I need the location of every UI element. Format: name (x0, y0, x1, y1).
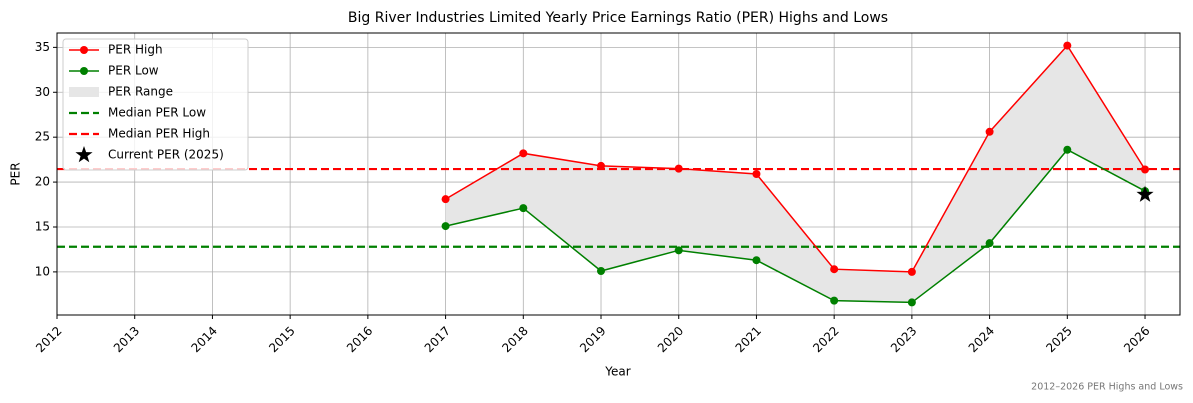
legend-label: Median PER Low (108, 106, 206, 120)
y-tick-label: 15 (35, 219, 50, 233)
point (674, 246, 683, 255)
x-axis-label: Year (604, 365, 630, 379)
point (597, 161, 606, 170)
point (830, 265, 839, 274)
point (674, 164, 683, 173)
y-tick-label: 10 (35, 264, 50, 278)
chart-title: Big River Industries Limited Yearly Pric… (348, 10, 888, 26)
x-tick-label: 2020 (655, 324, 686, 355)
x-tick-label: 2015 (266, 324, 297, 355)
series-line (445, 44, 1146, 273)
y-axis-label: PER (9, 162, 23, 185)
range-area (445, 45, 1146, 303)
point (441, 222, 450, 231)
footnote: 2012–2026 PER Highs and Lows (1031, 382, 1183, 393)
x-tick-label: 2026 (1121, 324, 1152, 355)
x-tick-label: 2013 (111, 324, 142, 355)
legend-patch (69, 87, 99, 97)
legend-box (62, 38, 249, 171)
legend-label: PER Low (108, 64, 159, 78)
legend-label: PER Range (108, 85, 173, 99)
point (907, 298, 916, 307)
x-tick-label: 2024 (966, 324, 997, 355)
legend-label: Median PER High (108, 127, 210, 141)
legend-marker (75, 146, 93, 163)
x-tick-label: 2022 (810, 324, 841, 355)
x-tick-label: 2021 (733, 324, 764, 355)
legend-marker (80, 46, 88, 54)
plot-frame (56, 32, 1181, 316)
x-tick-label: 2012 (33, 324, 64, 355)
legend-label: Current PER (2025) (108, 148, 224, 162)
current-marker (1136, 185, 1154, 202)
point (752, 170, 761, 178)
x-tick-label: 2018 (499, 324, 530, 355)
legend-label: PER High (108, 43, 163, 57)
point (985, 239, 994, 248)
point (1063, 145, 1072, 154)
x-tick-label: 2014 (189, 324, 220, 355)
y-tick-label: 20 (35, 175, 50, 189)
y-tick-label: 30 (35, 85, 50, 99)
x-tick-label: 2023 (888, 324, 919, 355)
point (441, 195, 450, 204)
point (519, 204, 528, 213)
x-tick-label: 2025 (1043, 324, 1074, 355)
point (519, 149, 528, 158)
point (1141, 165, 1150, 174)
point (830, 296, 839, 305)
x-tick-label: 2017 (422, 324, 453, 355)
point (985, 127, 994, 136)
y-tick-label: 25 (35, 130, 50, 144)
point (597, 266, 606, 275)
series-line (445, 148, 1146, 304)
point (907, 267, 916, 276)
point (1063, 41, 1072, 50)
point (752, 256, 761, 265)
y-tick-label: 35 (35, 40, 50, 54)
x-tick-label: 2019 (577, 324, 608, 355)
x-tick-label: 2016 (344, 324, 375, 355)
legend: PER High PER Low PER Range Median PER Low Me… (62, 38, 249, 171)
legend-marker (80, 67, 88, 75)
